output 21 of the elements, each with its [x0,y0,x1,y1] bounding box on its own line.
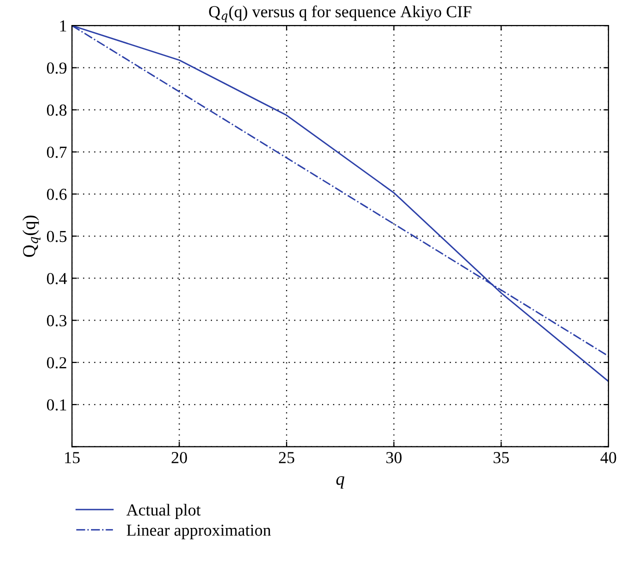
y-tick-label: 0.1 [46,399,66,411]
chart-title: Q$_{q}$(q) versus q for sequence Akiyo CIF [209,5,472,22]
y-tick-label: 0.4 [46,272,67,284]
x-tick-label: 15 [65,452,80,464]
y-tick-label: 0.8 [46,104,66,116]
x-tick-label: 20 [172,452,187,464]
y-tick-label: 0.3 [46,315,66,326]
x-tick-label: 35 [494,452,509,464]
y-tick-label: 0.9 [46,62,66,74]
y-tick-label: 0.5 [46,230,66,242]
y-tick-label: 0.6 [46,188,67,200]
legend-label: Actual plot [126,504,201,519]
x-tick-label: 25 [278,452,294,464]
legend-label: Linear approximation [126,524,271,540]
x-axis-title: q [336,476,344,489]
y-tick-label: 0.2 [46,357,66,368]
y-tick-label: 1 [60,20,66,32]
x-tick-label: 40 [600,452,616,464]
y-axis-title: Q$_{q}$(q) [22,216,40,257]
x-tick-label: 30 [386,452,402,464]
y-tick-label: 0.7 [46,146,67,158]
